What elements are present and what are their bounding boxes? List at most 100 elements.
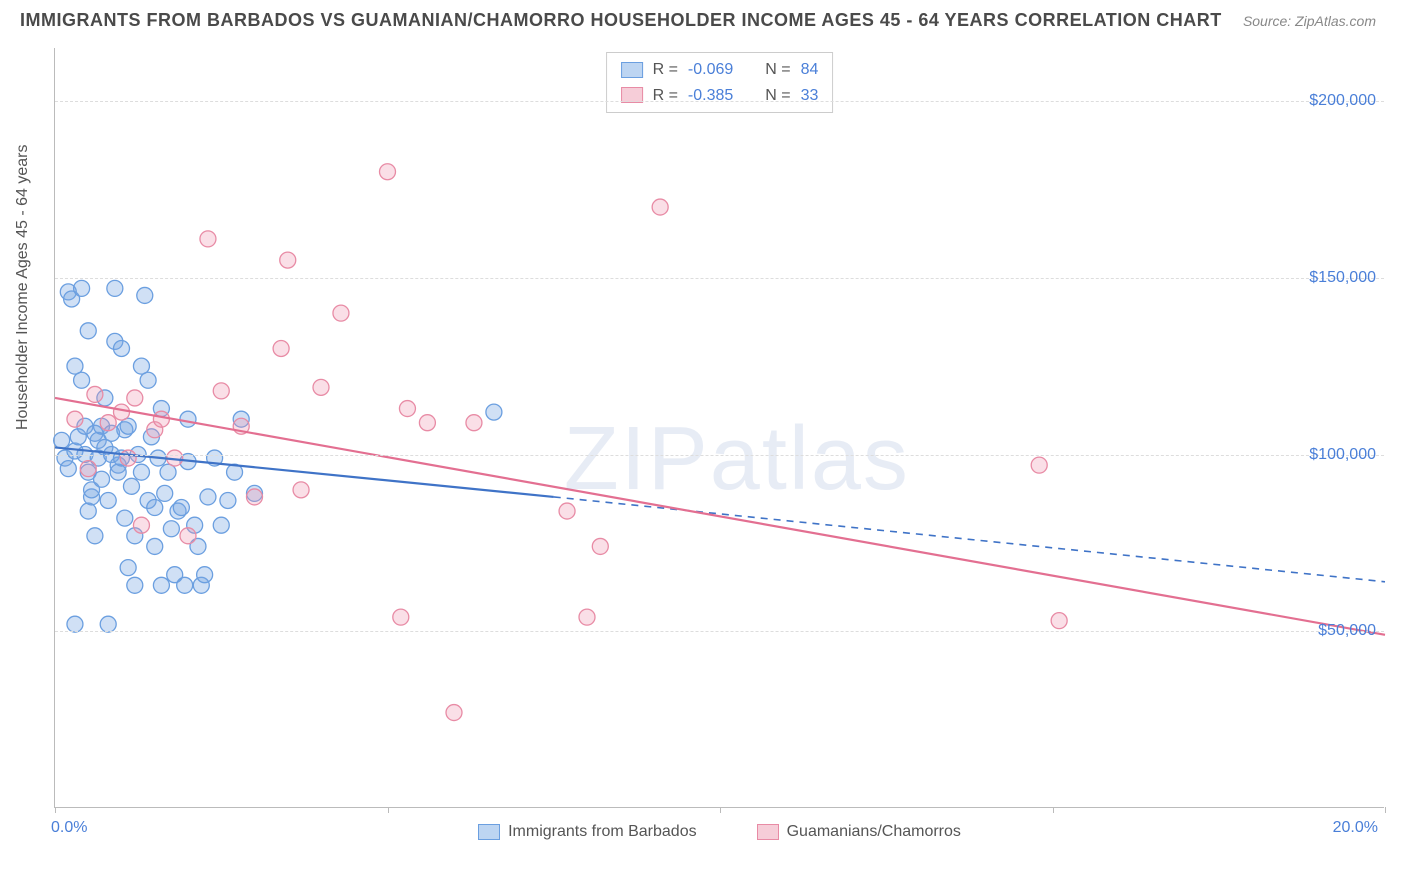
n-label: N = — [765, 83, 790, 109]
data-point — [137, 287, 153, 303]
data-point — [80, 461, 96, 477]
data-point — [127, 577, 143, 593]
data-point — [1051, 613, 1067, 629]
legend-row-series-1: R = -0.069 N = 84 — [621, 57, 819, 83]
bottom-legend-item-1: Immigrants from Barbados — [478, 823, 697, 841]
data-point — [100, 415, 116, 431]
data-point — [213, 383, 229, 399]
data-point — [67, 616, 83, 632]
data-point — [100, 616, 116, 632]
data-point — [60, 461, 76, 477]
data-point — [592, 538, 608, 554]
source-label: Source: ZipAtlas.com — [1243, 13, 1376, 29]
x-tick — [55, 807, 56, 813]
bottom-legend: Immigrants from Barbados Guamanians/Cham… — [55, 823, 1384, 841]
gridline — [55, 101, 1384, 102]
data-point — [74, 372, 90, 388]
data-point — [67, 411, 83, 427]
data-point — [393, 609, 409, 625]
data-point — [180, 411, 196, 427]
data-point — [120, 560, 136, 576]
data-point — [120, 450, 136, 466]
n-label: N = — [765, 57, 790, 83]
data-point — [177, 577, 193, 593]
data-point — [220, 492, 236, 508]
data-point — [579, 609, 595, 625]
data-point — [313, 379, 329, 395]
data-point — [140, 372, 156, 388]
data-point — [163, 521, 179, 537]
data-point — [157, 485, 173, 501]
data-point — [1031, 457, 1047, 473]
x-tick — [1385, 807, 1386, 813]
series-1-swatch — [621, 62, 643, 78]
series-2-name: Guamanians/Chamorros — [787, 823, 961, 841]
legend-row-series-2: R = -0.385 N = 33 — [621, 83, 819, 109]
data-point — [80, 323, 96, 339]
data-point — [333, 305, 349, 321]
data-point — [94, 471, 110, 487]
r-label: R = — [653, 83, 678, 109]
scatter-svg — [55, 48, 1384, 807]
data-point — [273, 340, 289, 356]
data-point — [446, 705, 462, 721]
y-axis-title: Householder Income Ages 45 - 64 years — [14, 145, 32, 431]
y-tick-label: $200,000 — [1309, 92, 1376, 110]
series-1-r-value: -0.069 — [688, 57, 733, 83]
y-tick-label: $150,000 — [1309, 269, 1376, 287]
data-point — [486, 404, 502, 420]
series-2-r-value: -0.385 — [688, 83, 733, 109]
series-1-n-value: 84 — [801, 57, 819, 83]
data-point — [117, 510, 133, 526]
data-point — [147, 500, 163, 516]
bottom-legend-item-2: Guamanians/Chamorros — [757, 823, 961, 841]
data-point — [559, 503, 575, 519]
data-point — [87, 528, 103, 544]
data-point — [80, 503, 96, 519]
data-point — [133, 517, 149, 533]
series-1-swatch — [478, 824, 500, 840]
data-point — [200, 231, 216, 247]
data-point — [54, 432, 70, 448]
data-point — [399, 401, 415, 417]
series-2-n-value: 33 — [801, 83, 819, 109]
data-point — [123, 478, 139, 494]
x-tick — [1053, 807, 1054, 813]
x-tick-label: 20.0% — [1333, 819, 1378, 837]
data-point — [147, 538, 163, 554]
trend-line — [55, 398, 1385, 635]
correlation-legend: R = -0.069 N = 84 R = -0.385 N = 33 — [606, 52, 834, 113]
data-point — [153, 577, 169, 593]
data-point — [110, 464, 126, 480]
data-point — [200, 489, 216, 505]
data-point — [280, 252, 296, 268]
data-point — [127, 390, 143, 406]
data-point — [293, 482, 309, 498]
data-point — [247, 489, 263, 505]
x-tick — [720, 807, 721, 813]
data-point — [466, 415, 482, 431]
data-point — [133, 464, 149, 480]
data-point — [380, 164, 396, 180]
data-point — [213, 517, 229, 533]
data-point — [419, 415, 435, 431]
y-tick-label: $50,000 — [1318, 622, 1376, 640]
data-point — [197, 567, 213, 583]
data-point — [652, 199, 668, 215]
data-point — [74, 280, 90, 296]
x-tick — [388, 807, 389, 813]
gridline — [55, 278, 1384, 279]
data-point — [114, 340, 130, 356]
chart-title: IMMIGRANTS FROM BARBADOS VS GUAMANIAN/CH… — [20, 10, 1222, 31]
y-tick-label: $100,000 — [1309, 446, 1376, 464]
data-point — [87, 386, 103, 402]
series-2-swatch — [757, 824, 779, 840]
gridline — [55, 455, 1384, 456]
data-point — [180, 528, 196, 544]
series-1-name: Immigrants from Barbados — [508, 823, 697, 841]
x-tick-label: 0.0% — [51, 819, 87, 837]
data-point — [107, 280, 123, 296]
chart-plot-area: R = -0.069 N = 84 R = -0.385 N = 33 ZIPa… — [54, 48, 1384, 808]
data-point — [173, 500, 189, 516]
data-point — [114, 404, 130, 420]
